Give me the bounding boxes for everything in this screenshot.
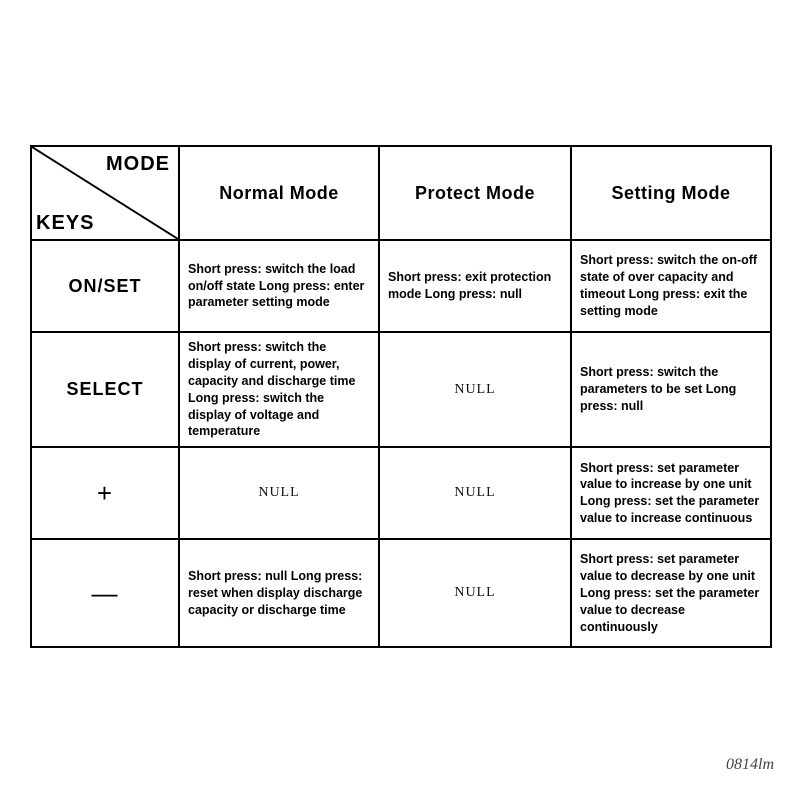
cell-minus-setting: Short press: set parameter value to decr… xyxy=(571,539,771,647)
row-onset: ON/SET Short press: switch the load on/o… xyxy=(31,240,771,332)
cell-onset-normal: Short press: switch the load on/off stat… xyxy=(179,240,379,332)
key-select: SELECT xyxy=(31,332,179,447)
row-minus: — Short press: null Long press: reset wh… xyxy=(31,539,771,647)
col-header-protect: Protect Mode xyxy=(379,146,571,240)
cell-plus-setting: Short press: set parameter value to incr… xyxy=(571,447,771,539)
row-select: SELECT Short press: switch the display o… xyxy=(31,332,771,447)
watermark: 0814lm xyxy=(726,756,774,774)
cell-onset-setting: Short press: switch the on-off state of … xyxy=(571,240,771,332)
header-row: MODE KEYS Normal Mode Protect Mode Setti… xyxy=(31,146,771,240)
cell-minus-normal: Short press: null Long press: reset when… xyxy=(179,539,379,647)
diag-keys-label: KEYS xyxy=(36,212,94,235)
cell-select-normal: Short press: switch the display of curre… xyxy=(179,332,379,447)
page: MODE KEYS Normal Mode Protect Mode Setti… xyxy=(0,0,800,800)
cell-minus-protect: NULL xyxy=(379,539,571,647)
key-minus: — xyxy=(31,539,179,647)
col-header-normal: Normal Mode xyxy=(179,146,379,240)
cell-select-setting: Short press: switch the parameters to be… xyxy=(571,332,771,447)
cell-select-protect: NULL xyxy=(379,332,571,447)
col-header-setting: Setting Mode xyxy=(571,146,771,240)
diag-mode-label: MODE xyxy=(106,153,170,176)
modes-table: MODE KEYS Normal Mode Protect Mode Setti… xyxy=(30,145,772,648)
row-plus: + NULL NULL Short press: set parameter v… xyxy=(31,447,771,539)
cell-plus-normal: NULL xyxy=(179,447,379,539)
key-onset: ON/SET xyxy=(31,240,179,332)
diag-header-cell: MODE KEYS xyxy=(31,146,179,240)
cell-plus-protect: NULL xyxy=(379,447,571,539)
cell-onset-protect: Short press: exit protection mode Long p… xyxy=(379,240,571,332)
key-plus: + xyxy=(31,447,179,539)
